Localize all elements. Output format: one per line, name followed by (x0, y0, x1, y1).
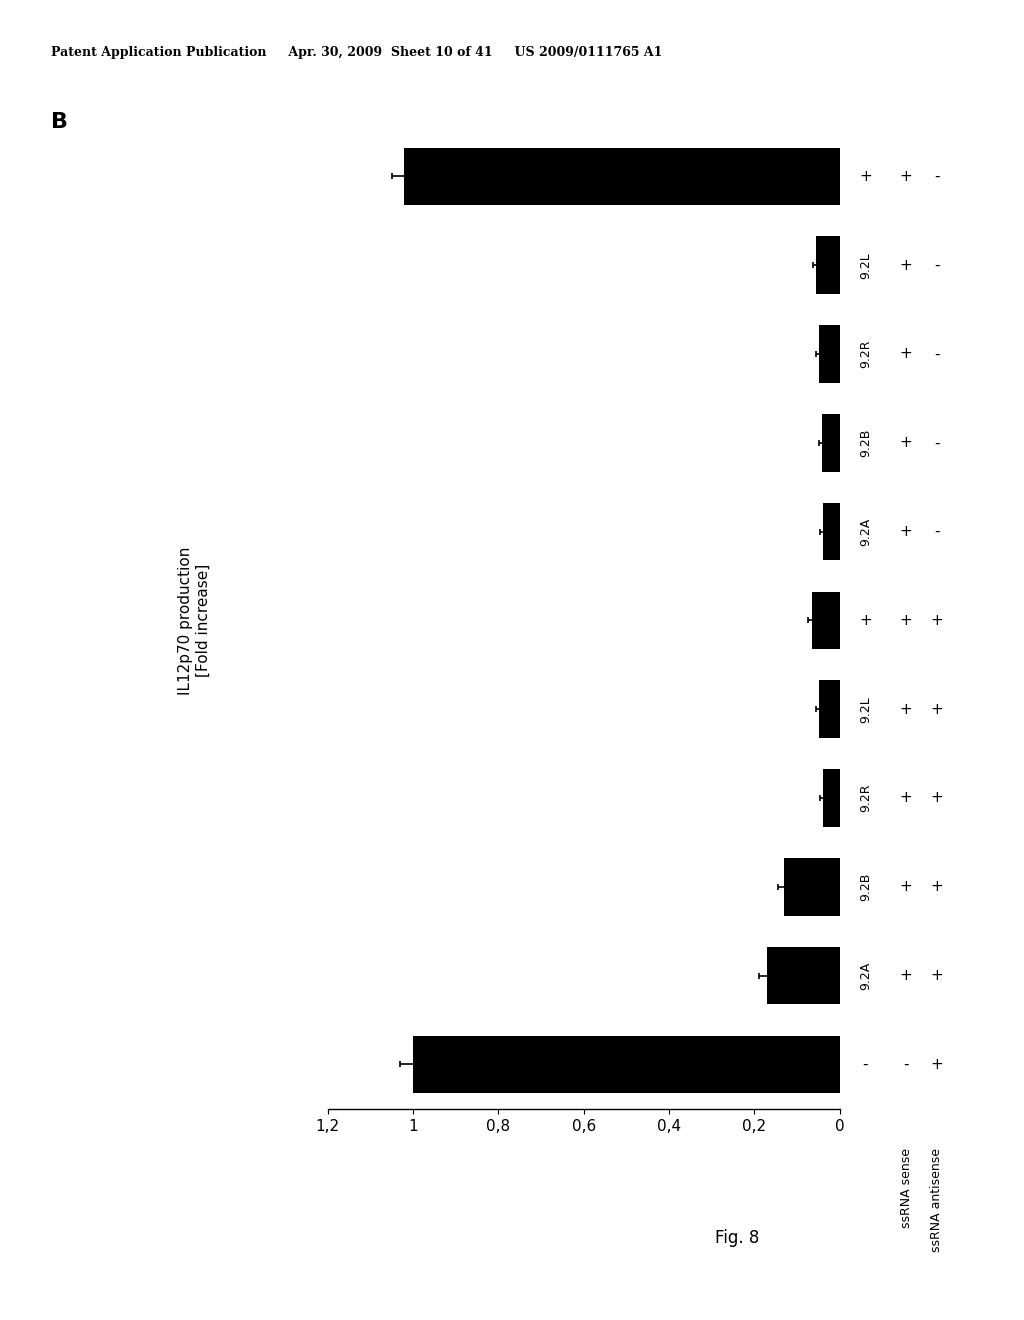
Text: +: + (859, 169, 871, 183)
Bar (816, 236, 840, 294)
Bar (819, 680, 840, 738)
Text: -: - (903, 1057, 909, 1072)
Text: -: - (934, 436, 940, 450)
Text: +: + (931, 702, 943, 717)
Text: 9.2B: 9.2B (859, 429, 871, 457)
Bar (823, 503, 840, 561)
Text: +: + (931, 879, 943, 895)
Text: +: + (900, 257, 912, 273)
Text: 9.2L: 9.2L (859, 252, 871, 279)
Text: +: + (900, 791, 912, 805)
Text: 9.2A: 9.2A (859, 517, 871, 545)
Bar (822, 414, 840, 471)
Text: IL12p70 production
[Fold increase]: IL12p70 production [Fold increase] (178, 546, 211, 694)
Text: +: + (900, 612, 912, 628)
Bar (823, 770, 840, 826)
Text: +: + (900, 524, 912, 539)
Text: +: + (900, 346, 912, 362)
Text: +: + (931, 791, 943, 805)
Text: B: B (51, 112, 69, 132)
Text: +: + (900, 169, 912, 183)
Text: +: + (931, 968, 943, 983)
Text: 9.2B: 9.2B (859, 873, 871, 902)
Text: +: + (900, 879, 912, 895)
Text: +: + (859, 612, 871, 628)
Text: -: - (934, 346, 940, 362)
Text: -: - (862, 1057, 868, 1072)
Text: -: - (934, 524, 940, 539)
Bar (767, 946, 840, 1005)
Text: 9.2R: 9.2R (859, 784, 871, 812)
Bar (413, 1035, 840, 1093)
Text: 9.2L: 9.2L (859, 696, 871, 722)
Text: 9.2A: 9.2A (859, 961, 871, 990)
Bar (819, 325, 840, 383)
Text: ssRNA sense: ssRNA sense (900, 1148, 912, 1229)
Text: +: + (900, 436, 912, 450)
Bar (784, 858, 840, 916)
Text: Fig. 8: Fig. 8 (715, 1229, 760, 1247)
Text: +: + (900, 702, 912, 717)
Bar (404, 148, 840, 205)
Text: -: - (934, 169, 940, 183)
Text: +: + (931, 1057, 943, 1072)
Text: Patent Application Publication     Apr. 30, 2009  Sheet 10 of 41     US 2009/011: Patent Application Publication Apr. 30, … (51, 46, 663, 59)
Text: -: - (934, 257, 940, 273)
Bar (812, 591, 840, 649)
Text: +: + (931, 612, 943, 628)
Text: +: + (900, 968, 912, 983)
Text: ssRNA antisense: ssRNA antisense (931, 1148, 943, 1253)
Text: 9.2R: 9.2R (859, 339, 871, 368)
